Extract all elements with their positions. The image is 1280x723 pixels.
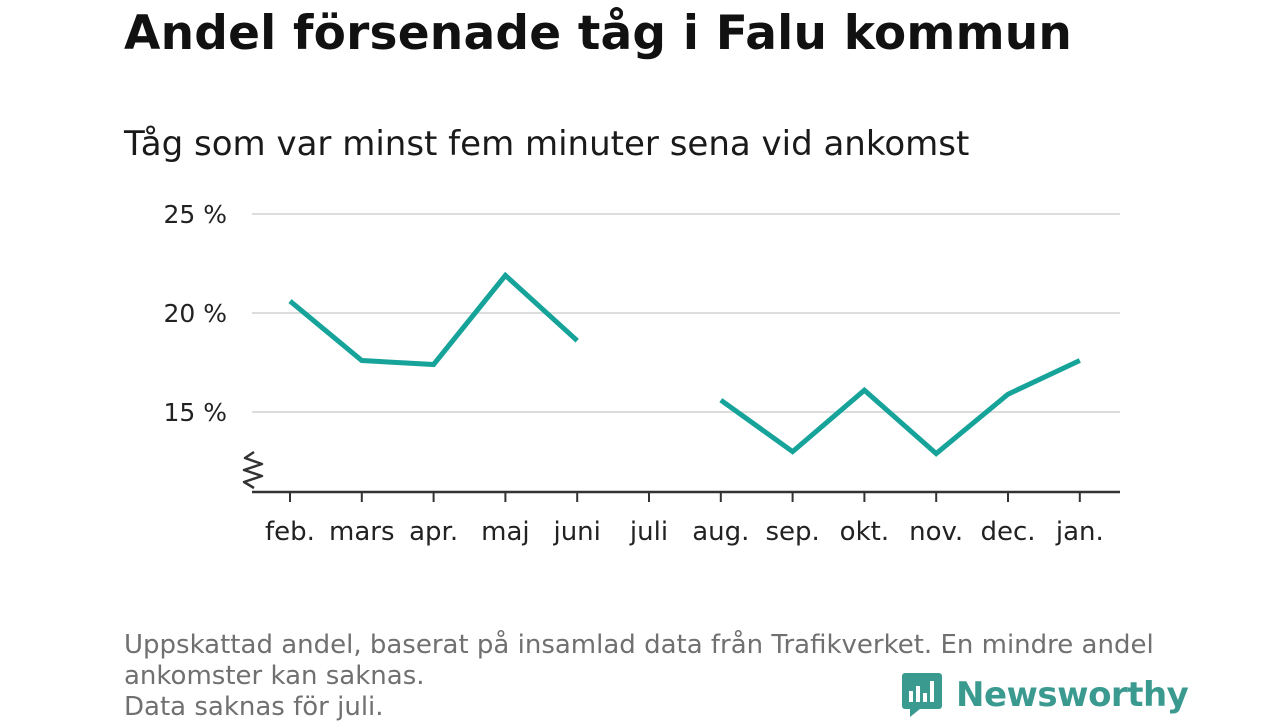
footnote-line-3: Data saknas för juli.: [124, 692, 384, 722]
series-line-segment: [719, 358, 1081, 457]
x-tick-label: feb.: [265, 517, 315, 547]
x-tick-label: dec.: [980, 517, 1035, 547]
y-tick-label: 20 %: [163, 299, 227, 328]
footnote-line-1: Uppskattad andel, baserat på insamlad da…: [124, 630, 1154, 660]
brand-logo[interactable]: Newsworthy: [902, 670, 1189, 720]
x-tick-label: mars: [329, 517, 395, 547]
x-tick-label: maj: [481, 517, 529, 547]
y-tick-label: 25 %: [163, 200, 227, 229]
series-lines: [288, 271, 1081, 457]
chart-title: Andel försenade tåg i Falu kommun: [124, 6, 1073, 61]
y-tick-label: 15 %: [163, 398, 227, 427]
x-axis-labels: feb. mars apr. maj juni juli aug. sep. okt. nov. d…: [265, 517, 1104, 547]
x-tick-label: aug.: [692, 517, 749, 547]
x-tick-label: nov.: [909, 517, 963, 547]
x-tick-label: juli: [629, 517, 668, 547]
x-tick-label: jan.: [1055, 517, 1104, 547]
x-tick-label: okt.: [840, 517, 889, 547]
axis-break-symbol: [242, 450, 264, 490]
x-tick-label: juni: [552, 517, 600, 547]
x-tick-label: apr.: [409, 517, 458, 547]
x-axis: [242, 450, 1120, 502]
x-tick-label: sep.: [765, 517, 819, 547]
footnote-line-2: ankomster kan saknas.: [124, 661, 425, 691]
newsworthy-logo-icon: [902, 673, 942, 717]
gridlines: [252, 213, 1120, 413]
footnote: Uppskattad andel, baserat på insamlad da…: [124, 630, 1164, 723]
series-line-segment: [288, 271, 579, 368]
y-axis-ticks: 15 % 20 % 25 %: [163, 200, 227, 427]
brand-name: Newsworthy: [956, 675, 1189, 715]
chart-subtitle: Tåg som var minst fem minuter sena vid a…: [124, 124, 970, 164]
